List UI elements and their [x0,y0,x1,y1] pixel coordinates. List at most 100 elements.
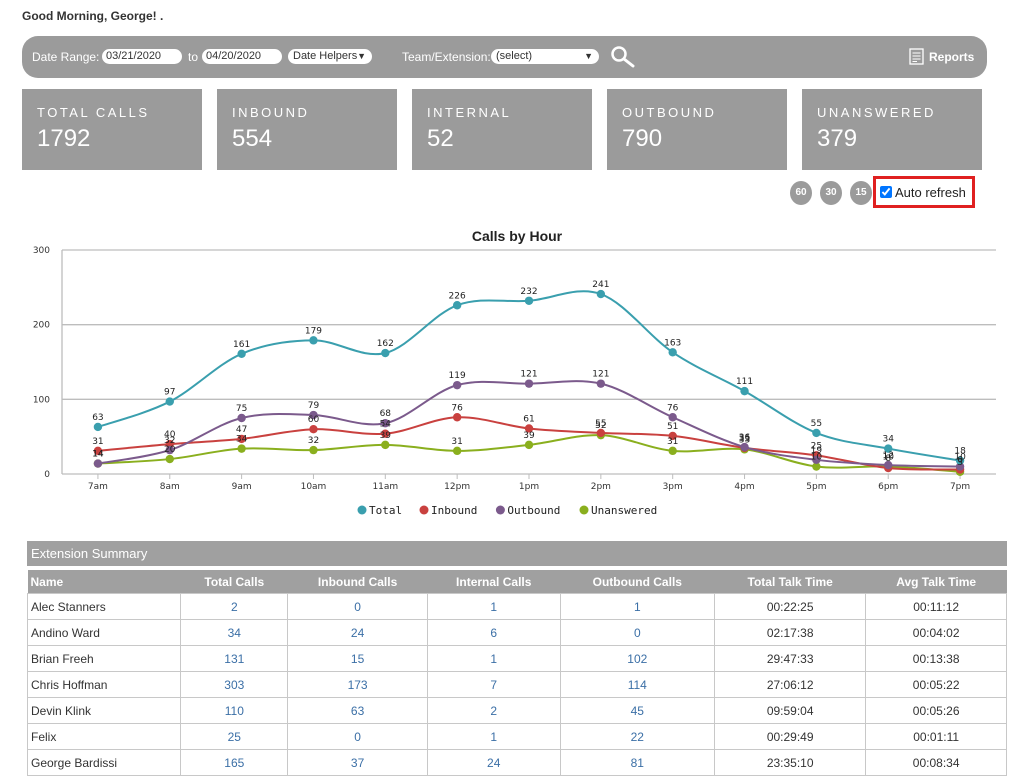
data-label-outbound: 36 [739,433,751,443]
refresh-30-button[interactable]: 30 [820,181,842,205]
calls-by-hour-chart: 0 100 200 300 7am 8am 9am 10am 11am 12pm 1pm 2pm 3pm… [33,246,996,517]
call-count-link[interactable]: 0 [287,723,428,750]
data-point-inbound [165,439,174,449]
talk-time-cell: 00:05:22 [865,671,1007,698]
call-count-link[interactable]: 1 [426,593,561,620]
y-tick-label: 200 [33,321,50,331]
call-count-link[interactable]: 2 [180,593,289,620]
data-point-outbound [740,442,749,452]
legend-item-inbound[interactable]: Inbound [419,504,478,517]
column-header[interactable]: Outbound Calls [560,570,715,594]
call-count-link[interactable]: 2 [426,697,561,724]
stat-outbound: OUTBOUND 790 [607,89,787,170]
legend-item-outbound[interactable]: Outbound [495,504,560,517]
stat-value: 379 [817,125,858,152]
call-count-link[interactable]: 7 [426,671,561,698]
call-count-link[interactable]: 102 [559,645,716,672]
talk-time-cell: 00:08:34 [865,749,1007,776]
call-count-link[interactable]: 6 [426,619,561,646]
column-header[interactable]: Inbound Calls [287,570,428,594]
data-label-unanswered: 31 [667,437,678,447]
data-label-unanswered: 39 [523,431,535,441]
stat-total-calls: TOTAL CALLS 1792 [22,89,202,170]
call-count-link[interactable]: 24 [287,619,428,646]
call-count-link[interactable]: 1 [426,645,561,672]
extension-name: Brian Freeh [26,645,182,672]
table-row: Felix 25 0 1 22 00:29:49 00:01:11 [26,723,1007,750]
table-row: Devin Klink 110 63 2 45 09:59:04 00:05:26 [26,697,1007,724]
talk-time-cell: 00:11:12 [865,593,1007,620]
talk-time-cell: 09:59:04 [714,697,867,724]
talk-time-cell: 00:01:11 [865,723,1007,750]
data-point-inbound [381,429,390,438]
data-label-outbound: 32 [164,436,175,446]
call-count-link[interactable]: 0 [559,619,716,646]
stat-title: INTERNAL [427,105,512,120]
x-tick-label: 1pm [519,482,539,492]
data-label-outbound: 75 [236,404,247,414]
auto-refresh-checkbox[interactable] [880,186,892,198]
column-header[interactable]: Total Talk Time [714,570,866,594]
date-helpers-select[interactable]: Date Helpers ▼ [288,49,372,64]
call-count-link[interactable]: 37 [287,749,428,776]
call-count-link[interactable]: 22 [559,723,716,750]
data-label-unanswered: 20 [164,445,176,455]
legend-item-unanswered[interactable]: Unanswered [579,504,658,517]
extension-summary: Extension Summary Name Total Calls Inbound… [26,541,1007,776]
team-extension-select[interactable]: (select) ▼ [491,49,599,64]
extension-name: Felix [26,723,182,750]
call-count-link[interactable]: 34 [180,619,289,646]
refresh-15-button[interactable]: 15 [850,181,872,205]
data-label-outbound: 10 [954,453,966,463]
reports-button[interactable]: Reports [909,48,974,65]
call-count-link[interactable]: 15 [287,645,428,672]
talk-time-cell: 02:17:38 [714,619,867,646]
x-tick-label: 4pm [734,482,754,492]
search-icon[interactable] [610,46,636,68]
call-count-link[interactable]: 173 [287,671,428,698]
legend-label: Inbound [431,504,477,517]
call-count-link[interactable]: 45 [559,697,716,724]
x-tick-label: 3pm [663,482,683,492]
data-label-inbound: 40 [164,430,176,440]
call-count-link[interactable]: 303 [180,671,289,698]
call-count-link[interactable]: 165 [180,749,289,776]
call-count-link[interactable]: 131 [180,645,289,672]
data-point-inbound [237,434,246,444]
data-point-outbound [812,455,821,465]
date-from-input[interactable]: 03/21/2020 [102,49,182,64]
data-label-inbound: 8 [885,454,891,464]
call-count-link[interactable]: 114 [559,671,716,698]
talk-time-cell: 00:22:25 [714,593,867,620]
column-header[interactable]: Total Calls [180,570,288,594]
data-point-outbound [381,419,390,428]
call-count-link[interactable]: 1 [426,723,561,750]
call-count-link[interactable]: 24 [426,749,561,776]
data-label-unanswered: 10 [811,453,823,463]
date-to-input[interactable]: 04/20/2020 [202,49,282,64]
data-point-total [884,444,893,453]
reports-label: Reports [929,49,975,64]
legend-item-total[interactable]: Total [357,504,403,517]
call-count-link[interactable]: 110 [180,697,289,724]
call-count-link[interactable]: 1 [559,593,716,620]
table-row: Alec Stanners 2 0 1 1 00:22:25 00:11:12 [26,593,1007,620]
talk-time-cell: 23:35:10 [714,749,867,776]
refresh-60-button[interactable]: 60 [790,181,812,205]
data-point-unanswered [668,446,677,456]
column-header[interactable]: Avg Talk Time [865,570,1007,594]
call-count-link[interactable]: 0 [287,593,428,620]
call-count-link[interactable]: 25 [180,723,289,750]
auto-refresh-toggle[interactable]: Auto refresh [873,176,975,208]
call-count-link[interactable]: 81 [559,749,716,776]
data-label-outbound: 121 [592,370,609,380]
data-label-total: 163 [664,338,681,348]
legend-swatch [357,505,367,515]
stat-title: OUTBOUND [622,105,717,120]
column-header[interactable]: Name [27,570,181,594]
data-point-unanswered [237,444,246,453]
y-tick-label: 300 [33,246,50,256]
call-count-link[interactable]: 63 [287,697,428,724]
table-row: Andino Ward 34 24 6 0 02:17:38 00:04:02 [26,619,1007,646]
column-header[interactable]: Internal Calls [427,570,561,594]
